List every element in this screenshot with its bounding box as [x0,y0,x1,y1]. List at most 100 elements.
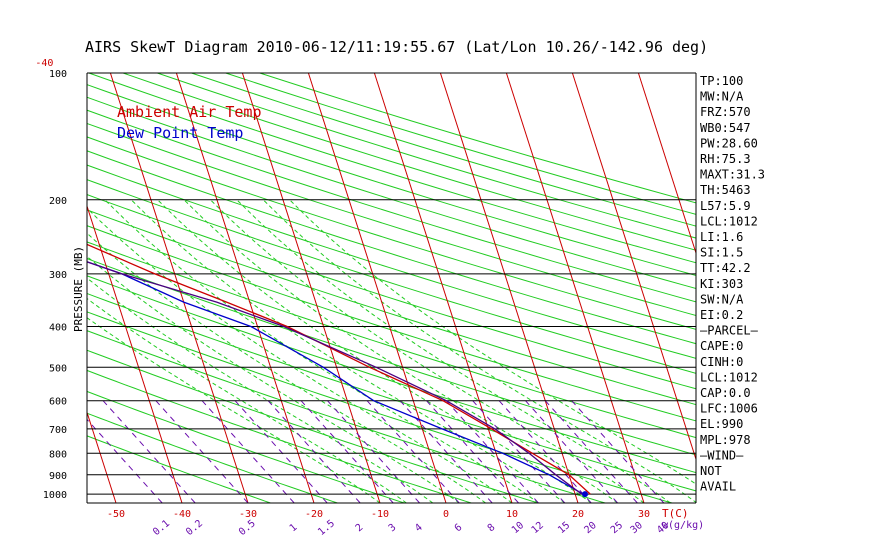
isotherm-line [241,73,381,503]
series-line [87,261,583,495]
mixing-ratio-line [445,400,539,503]
bottom-temp-tick-labels: -50 -40 -30 -20 -10 0 10 20 30 [107,509,650,520]
stat-item: MPL:978 [700,433,751,447]
dry-adiabat-line [122,73,696,251]
bottom-temp-tick-label: 30 [638,509,650,520]
mixing-ratio-tick-label: 15 [556,520,572,536]
isotherm-line [87,204,183,503]
dry-adiabat-line [87,84,696,277]
bottom-temp-tick-label: 20 [572,509,584,520]
mixing-ratio-line [498,400,592,503]
stat-item: EI:0.2 [700,308,743,322]
moist-adiabat-line [289,199,696,485]
moist-adiabat-line [104,199,539,503]
dry-adiabat-line [259,73,696,204]
stat-item: TT:42.2 [700,261,751,275]
mixing-ratio-tick-label: 8 [486,522,498,534]
pressure-tick-label: 1000 [43,490,67,501]
dry-adiabat-line [87,330,606,503]
mixing-ratio-line [366,400,460,503]
pressure-tick-label: 300 [49,270,67,281]
mixing-ratio-tick-label: 30 [629,520,645,536]
moist-adiabat-line [210,199,645,503]
stat-item: MAXT:31.3 [700,168,765,182]
dry-adiabat-line [87,122,696,316]
mixing-ratio-line [300,400,394,503]
chart-title: AIRS SkewT Diagram 2010-06-12/11:19:55.6… [85,38,708,56]
isotherm-line [307,73,447,503]
dry-adiabat-line [87,412,338,503]
stat-item: FRZ:570 [700,105,751,119]
bottom-temp-tick-label: -50 [107,509,125,520]
dry-adiabat-line [88,73,696,264]
pressure-tick-label: 400 [49,323,67,334]
mixing-ratio-tick-label: 2 [354,522,366,534]
moist-adiabat-line [87,255,460,503]
stat-item: L57:5.9 [700,199,751,213]
stat-item: NOT [700,464,722,478]
stat-item: RH:75.3 [700,152,751,166]
mixing-ratio-label: w(g/kg) [662,520,704,531]
series-lines [87,243,591,498]
mixing-ratio-tick-label: 3 [387,522,399,534]
moist-adiabat-line [130,199,566,503]
moist-adiabat-line [87,277,434,503]
dry-adiabat-line [87,225,696,422]
stat-item: LI:1.6 [700,230,743,244]
mixing-ratio-tick-label: 25 [609,520,625,536]
mixing-ratio-tick-label: 4 [413,522,425,534]
stat-item: CINH:0 [700,355,743,369]
bottom-temp-tick-label: -30 [239,509,257,520]
mixing-ratio-line [472,400,566,503]
mixing-ratio-line [234,400,328,503]
bottom-temp-tick-label: -20 [305,509,323,520]
isotherm-line [505,73,645,503]
mixing-ratio-line [87,418,163,503]
moist-adiabat-line [236,199,671,503]
background-lines [0,73,696,503]
dry-adiabat-line [87,209,696,406]
moist-adiabat-line [87,207,513,503]
isotherm-line [439,73,579,503]
series-line [87,243,591,495]
stat-item: TP:100 [700,74,743,88]
legend-ambient-temp: Ambient Air Temp [117,103,262,121]
stat-item: SI:1.5 [700,246,743,260]
series-line [87,261,584,495]
pressure-tick-label: 900 [49,471,67,482]
stat-item: CAPE:0 [700,339,743,353]
x-axis-label: T(C) [662,507,689,520]
isotherm-line [175,73,315,503]
stat-item: LCL:1012 [700,214,758,228]
stat-item: SW:N/A [700,292,744,306]
top-temp-tick-label: -40 [35,58,53,69]
dry-adiabat-line [87,164,696,359]
dry-adiabat-line [87,390,405,503]
dry-adiabat-line [87,311,673,503]
mixing-ratio-line [201,400,295,503]
pressure-tick-label: 600 [49,397,67,408]
stat-item: WB0:547 [700,121,751,135]
pressure-tick-label: 200 [49,196,67,207]
stat-item: EL:990 [700,417,743,431]
pressure-tick-label: 800 [49,449,67,460]
y-axis-label: PRESSURE (MB) [72,246,85,332]
pressure-gridlines [87,72,696,495]
bottom-temp-tick-label: 0 [443,509,449,520]
isotherm-line [571,73,696,461]
mixing-ratio-tick-label: 1 [288,522,300,534]
legend-dew-point: Dew Point Temp [117,124,243,142]
stat-item: AVAIL [700,480,736,494]
mixing-ratio-tick-labels: 0.1 0.2 0.5 1 1.5 2 3 4 6 8 10 12 15 20 25 30 40 [151,518,671,538]
dry-adiabat-line [87,109,696,303]
mixing-ratio-tick-label: 20 [582,520,598,536]
stat-item: CAP:0.0 [700,386,751,400]
pressure-tick-label: 500 [49,363,67,374]
dry-adiabat-line [87,258,696,456]
moist-adiabat-line [262,199,696,503]
isotherm-line [0,73,50,503]
dry-adiabat-line [87,292,696,492]
stat-item: TH:5463 [700,183,751,197]
mixing-ratio-tick-label: 1.5 [316,518,337,538]
moist-adiabat-line [87,232,486,503]
